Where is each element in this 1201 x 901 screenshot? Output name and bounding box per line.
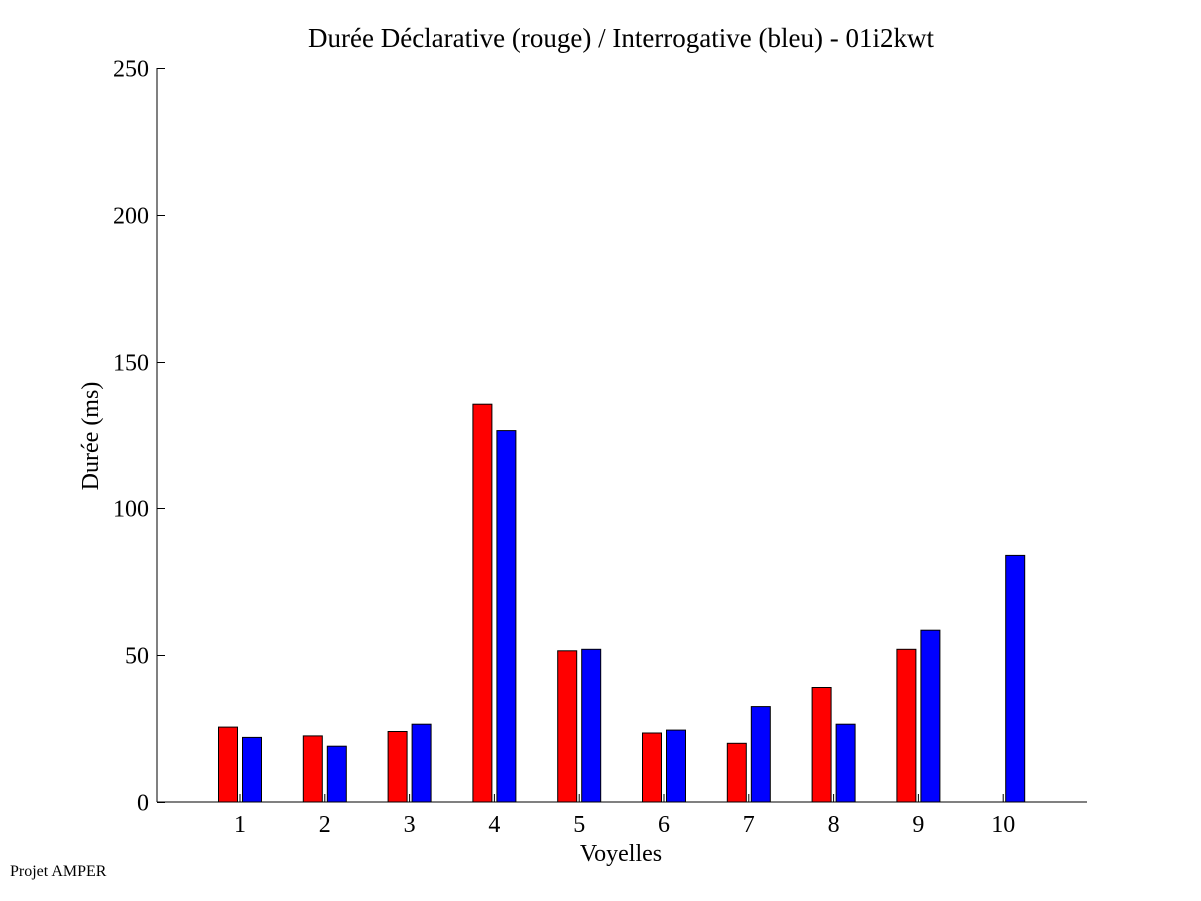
bar-series-1 [472,403,493,803]
x-tick-label: 7 [743,812,755,838]
bar-series-2 [326,745,347,803]
bar-series-2 [835,723,856,803]
bar-series-1 [218,726,238,803]
bar-series-1 [642,732,662,803]
bar-series-2 [411,723,432,803]
x-tick-label: 5 [573,812,585,838]
y-tick-label: 250 [113,57,149,83]
y-tick-label: 100 [113,497,149,523]
bar-series-1 [557,650,578,803]
bar-series-1 [811,687,832,803]
x-tick-label: 9 [912,812,924,838]
bar-series-1 [896,648,917,803]
x-axis-label: Voyelles [580,841,662,867]
bar-series-1 [302,735,323,803]
y-tick-label: 200 [113,204,149,230]
y-tick-label: 50 [125,644,149,670]
plot-area: 0 50 100 150 200 250 1 2 3 4 5 6 7 8 9 10 [113,57,1087,838]
x-tick-label: 1 [234,812,246,838]
x-tick-label: 4 [488,812,500,838]
x-tick-label: 2 [319,812,331,838]
x-tick-label: 3 [404,812,416,838]
footer-note: Projet AMPER [10,863,107,880]
x-tick-label: 10 [991,812,1015,838]
x-tick-label: 6 [658,812,670,838]
chart-title: Durée Déclarative (rouge) / Interrogativ… [308,23,934,53]
bar-series-2 [496,430,517,803]
bar-series-2 [1005,554,1026,803]
bar-series-2 [666,729,686,803]
bar-series-2 [581,648,602,803]
bar-series-2 [242,736,262,803]
y-axis-label: Durée (ms) [78,382,104,491]
bar-series-1 [387,731,408,803]
y-tick-label: 150 [113,351,149,377]
bar-series-1 [726,742,747,803]
y-tick-label: 0 [137,791,149,817]
x-tick-label: 8 [828,812,840,838]
bar-series-2 [920,629,941,803]
bar-series-2 [750,706,771,803]
